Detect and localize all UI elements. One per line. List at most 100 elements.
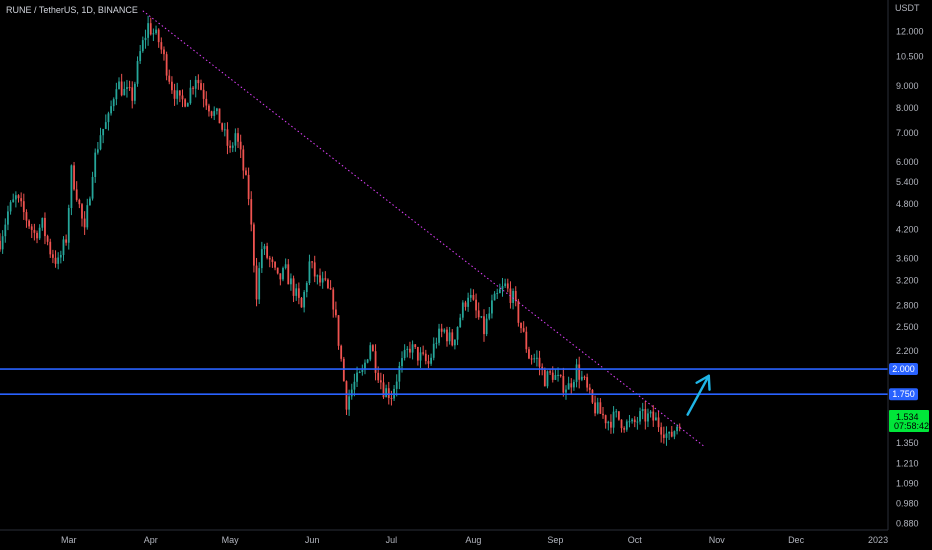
candle-body [218,108,221,124]
candle-body [176,90,179,99]
candle-body [160,42,163,50]
candle-body [157,29,160,43]
candle-body [573,381,575,388]
candle-body [120,81,123,96]
candle-body [274,262,276,268]
candle-body [668,431,671,434]
candle-body [599,402,602,414]
candle-body [78,199,81,205]
candle-body [86,205,89,228]
time-axis[interactable]: Mar Apr May Jun Jul Aug Sep Oct Nov Dec 2023 [61,535,888,545]
y-tick-label: 1.210 [896,459,919,469]
candle-body [620,419,623,429]
y-tick-label: 3.600 [896,253,919,263]
candle-body [631,419,634,422]
candle-body [83,218,86,228]
y-tick-label: 5.400 [896,177,919,187]
currency-label: USDT [895,3,920,13]
candle-body [588,387,591,390]
candle-body [583,376,586,378]
y-tick-label: 2.500 [896,322,919,332]
candle-body [131,87,134,101]
candle-body [70,165,73,209]
candle-body [271,259,274,263]
x-tick-label: Aug [465,535,481,545]
price-axis[interactable]: 12.000 10.500 9.000 8.000 7.000 6.000 5.400 4.8… [896,27,924,529]
candle-body [628,421,631,423]
candle-body [263,246,266,250]
candle-body [208,105,210,112]
candle-body [594,402,596,414]
candle-body [65,239,68,243]
candle-body [504,283,507,287]
candle-body [184,99,187,107]
candle-body [506,283,509,289]
candle-body [297,288,300,298]
bar-countdown-label: 07:58:42 [894,421,929,431]
candle-body [133,83,136,101]
candle-body [268,257,271,260]
candle-body [200,83,202,90]
candle-body [345,381,348,410]
candle-body [99,135,102,150]
candle-body [366,359,369,363]
candle-body [205,98,208,106]
x-tick-label: Jun [305,535,320,545]
candle-body [147,23,150,38]
candle-body [678,426,681,428]
candle-body [623,428,626,430]
candle-body [4,224,7,237]
candle-body [435,342,438,344]
candle-body [197,79,200,84]
candle-body [7,211,9,225]
candle-body [443,329,446,332]
candle-body [194,79,197,89]
candle-body [324,278,327,280]
candle-body [559,374,562,377]
candle-body [477,310,480,318]
candle-body [636,421,639,423]
candle-body [340,345,343,359]
candle-body [173,90,176,99]
candle-body [332,289,335,310]
candle-body [139,51,142,62]
x-tick-label: Dec [788,535,805,545]
arrow-up-icon [686,374,710,416]
candle-body [591,389,594,403]
candle-body [538,357,541,367]
candle-body [81,204,83,219]
candle-body [348,396,351,410]
candle-body [644,409,647,422]
candle-body [467,297,470,307]
candle-body [210,111,213,116]
candle-body [446,329,448,342]
level-price-tag-label: 2.000 [892,364,915,374]
candle-body [461,302,464,318]
candle-body [512,290,514,303]
candle-body [128,87,131,89]
candle-body [406,348,409,350]
candle-body [266,246,269,258]
candle-body [258,268,261,300]
candle-body [498,289,501,294]
candle-body [33,229,36,233]
candle-body [485,318,488,335]
candle-body [615,411,618,413]
candle-body [647,413,649,422]
y-tick-label: 9.000 [896,81,919,91]
candle-body [223,129,226,131]
candle-body [149,23,152,35]
candle-body [610,421,612,428]
candle-body [451,332,454,346]
candle-body [427,361,430,364]
candle-body [639,411,641,422]
candle-body [234,133,237,146]
candle-body [329,288,332,290]
candle-body [17,195,20,199]
candle-body [226,129,229,146]
candle-body [551,372,554,380]
candle-body [662,434,665,438]
candle-body [501,286,504,290]
